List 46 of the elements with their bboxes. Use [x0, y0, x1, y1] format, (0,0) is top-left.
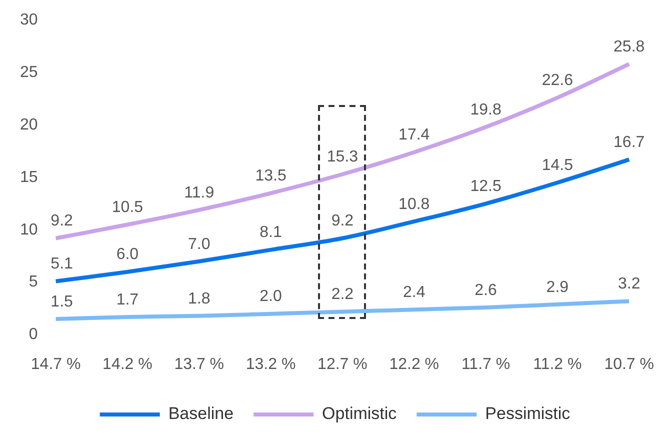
data-label: 9.2: [331, 212, 354, 230]
legend-label: Pessimistic: [485, 404, 571, 424]
legend-label: Optimistic: [322, 404, 398, 424]
x-tick-label: 13.2 %: [246, 356, 296, 373]
data-label: 16.7: [614, 134, 645, 151]
data-label: 25.8: [614, 38, 645, 56]
x-tick-label: 11.7 %: [461, 356, 510, 373]
data-label: 9.2: [50, 212, 74, 230]
data-label: 15.3: [326, 148, 358, 166]
data-label: 2.0: [260, 288, 282, 306]
x-tick-label: 13.7 %: [174, 356, 224, 373]
x-tick-label: 11.2 %: [533, 356, 582, 373]
y-tick-label: 25: [20, 64, 38, 81]
data-label: 5.1: [50, 256, 74, 273]
data-label: 1.5: [50, 293, 74, 310]
data-label: 3.2: [618, 276, 640, 293]
data-label: 17.4: [398, 126, 430, 144]
x-tick-label: 12.2 %: [389, 356, 440, 373]
data-label: 22.6: [542, 72, 574, 90]
data-label: 12.5: [470, 178, 502, 196]
y-tick-label: 0: [28, 326, 38, 344]
x-tick-label: 12.7 %: [318, 356, 368, 373]
data-label: 8.1: [260, 224, 282, 242]
legend-label: Baseline: [168, 404, 234, 424]
data-label: 10.8: [398, 196, 430, 213]
data-label: 1.7: [116, 291, 139, 308]
data-label: 1.8: [188, 290, 210, 308]
y-tick-label: 15: [20, 168, 38, 186]
x-tick-label: 14.2 %: [102, 356, 152, 373]
data-label: 2.4: [402, 284, 426, 302]
data-label: 11.9: [184, 184, 214, 202]
data-label: 2.6: [474, 282, 497, 299]
data-label: 13.5: [255, 168, 286, 185]
y-tick-label: 20: [20, 116, 38, 134]
data-label: 2.2: [331, 286, 354, 304]
y-tick-label: 5: [28, 274, 38, 291]
y-tick-label: 30: [20, 11, 38, 28]
y-tick-label: 10: [20, 221, 38, 238]
x-tick-label: 14.7 %: [30, 356, 81, 373]
data-label: 19.8: [470, 101, 502, 118]
x-tick-label: 10.7 %: [604, 356, 654, 373]
data-label: 10.5: [112, 199, 144, 216]
data-label: 6.0: [116, 246, 139, 264]
data-label: 14.5: [542, 157, 574, 174]
data-label: 2.9: [546, 278, 569, 296]
data-label: 7.0: [188, 236, 210, 253]
